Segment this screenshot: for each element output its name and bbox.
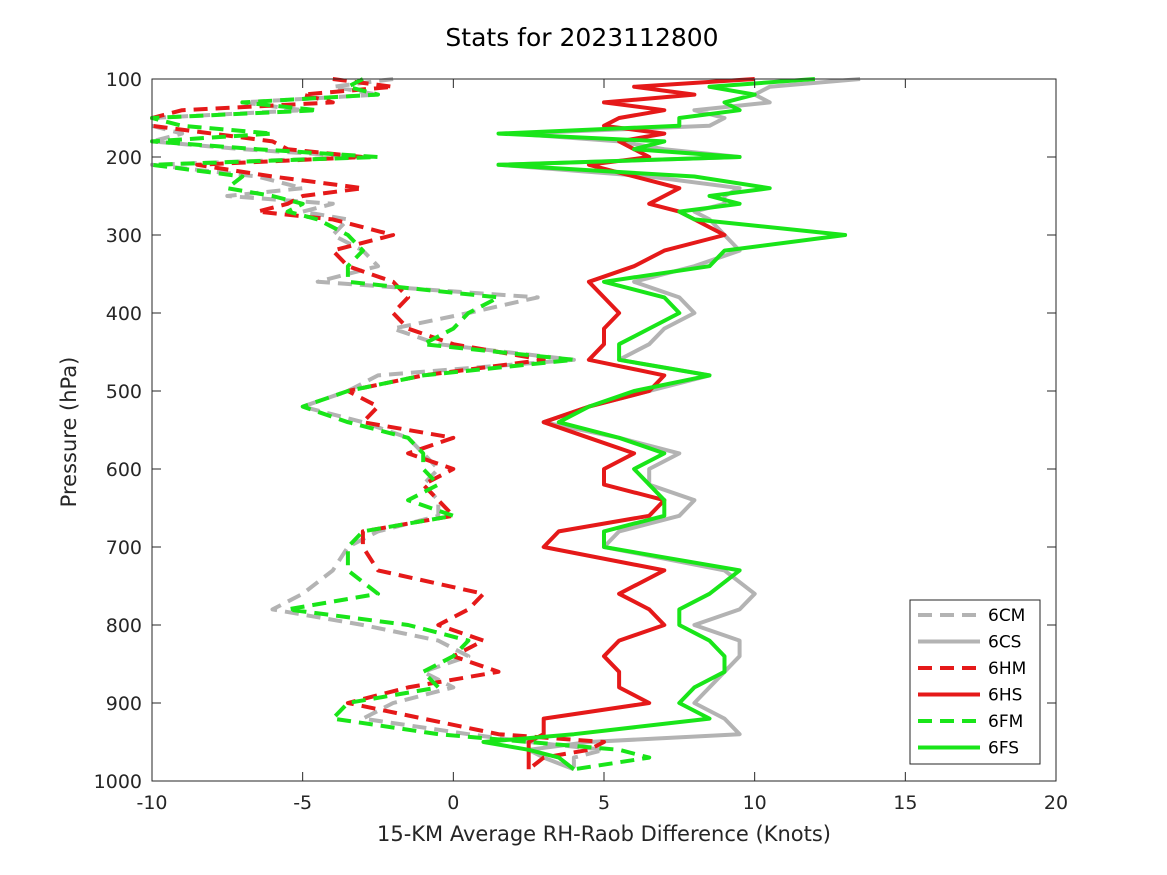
x-tick-label: -5 bbox=[293, 792, 312, 814]
series-line-6hm bbox=[150, 77, 606, 771]
x-tick-label: 20 bbox=[1044, 792, 1068, 814]
legend-label-6cs: 6CS bbox=[988, 633, 1021, 653]
y-tick-label: 800 bbox=[106, 615, 142, 637]
y-tick-label: 1000 bbox=[94, 771, 142, 793]
y-tick-label: 300 bbox=[106, 225, 142, 247]
series-line-6fm bbox=[150, 77, 652, 772]
x-tick-label: -10 bbox=[136, 792, 167, 814]
x-axis: -10 -5 0 5 10 15 20 bbox=[136, 79, 1068, 814]
y-tick-label: 100 bbox=[106, 69, 142, 91]
legend-label-6hm: 6HM bbox=[988, 659, 1026, 679]
x-tick-label: 15 bbox=[893, 792, 917, 814]
y-tick-label: 400 bbox=[106, 303, 142, 325]
x-tick-label: 0 bbox=[447, 792, 459, 814]
series-line-6cm bbox=[150, 77, 606, 770]
x-axis-label: 15-KM Average RH-Raob Difference (Knots) bbox=[377, 822, 831, 846]
y-tick-label: 500 bbox=[106, 381, 142, 403]
legend-box bbox=[909, 599, 1041, 765]
y-tick-label: 700 bbox=[106, 537, 142, 559]
series-line-6hs bbox=[526, 77, 755, 770]
legend: 6CM 6CS 6HM 6HS 6FM 6FS bbox=[909, 599, 1041, 765]
y-tick-label: 900 bbox=[106, 693, 142, 715]
legend-label-6cm: 6CM bbox=[988, 606, 1025, 626]
x-tick-label: 5 bbox=[598, 792, 610, 814]
y-tick-label: 600 bbox=[106, 459, 142, 481]
legend-label-6fm: 6FM bbox=[988, 712, 1023, 732]
legend-label-6hs: 6HS bbox=[988, 686, 1022, 706]
series-line-6fs bbox=[481, 77, 848, 771]
y-axis-label: Pressure (hPa) bbox=[57, 357, 81, 508]
chart-title: Stats for 2023112800 bbox=[445, 23, 718, 52]
y-tick-label: 200 bbox=[106, 147, 142, 169]
x-tick-label: 10 bbox=[743, 792, 767, 814]
plot-lines bbox=[150, 77, 861, 772]
y-axis: 100 200 300 400 500 600 700 800 900 1000 bbox=[94, 69, 1056, 793]
legend-label-6fs: 6FS bbox=[988, 739, 1019, 759]
